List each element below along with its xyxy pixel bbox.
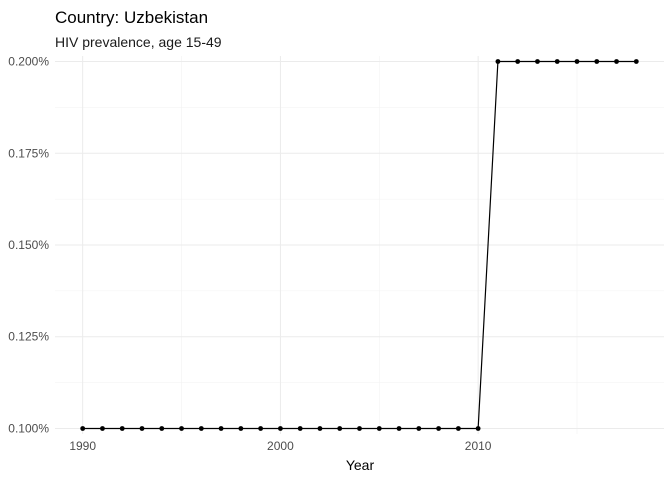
data-point: [100, 426, 105, 431]
data-point: [574, 59, 580, 64]
y-tick-label: 0.125%: [8, 330, 49, 344]
data-points: [80, 59, 639, 431]
data-point: [238, 426, 244, 431]
axes: 1990 2000 2010 0.100% 0.125% 0.150% 0.175% 0.20…: [8, 55, 492, 453]
data-point: [159, 426, 165, 431]
x-tick-label: 1990: [69, 439, 96, 453]
chart-title: Country: Uzbekistan: [55, 8, 208, 27]
y-tick-label: 0.175%: [8, 146, 49, 160]
grid: [55, 56, 664, 434]
data-point: [515, 59, 521, 64]
data-point: [376, 426, 382, 431]
data-point: [416, 426, 422, 431]
data-point: [278, 426, 283, 431]
chart-subtitle: HIV prevalence, age 15-49: [55, 34, 222, 50]
data-point: [337, 426, 343, 431]
data-point: [614, 59, 619, 64]
data-point: [396, 426, 402, 431]
x-axis-title: Year: [346, 457, 375, 473]
data-point: [594, 59, 600, 64]
data-point: [455, 426, 461, 431]
data-point: [258, 426, 264, 431]
data-point: [317, 426, 323, 431]
data-point: [139, 426, 145, 431]
data-point: [475, 426, 481, 431]
y-tick-label: 0.100%: [8, 421, 49, 435]
data-point: [436, 426, 441, 431]
data-point: [119, 426, 125, 431]
data-point: [633, 59, 639, 64]
data-point: [218, 426, 224, 431]
data-point: [554, 59, 560, 64]
data-point: [80, 426, 86, 431]
data-point: [495, 59, 501, 64]
x-tick-label: 2000: [267, 439, 294, 453]
x-tick-label: 2010: [465, 439, 492, 453]
data-point: [297, 426, 303, 431]
data-point: [357, 426, 362, 431]
y-tick-label: 0.150%: [8, 238, 49, 252]
y-tick-label: 0.200%: [8, 55, 49, 69]
data-point: [535, 59, 540, 64]
data-point: [179, 426, 184, 431]
data-point: [198, 426, 204, 431]
